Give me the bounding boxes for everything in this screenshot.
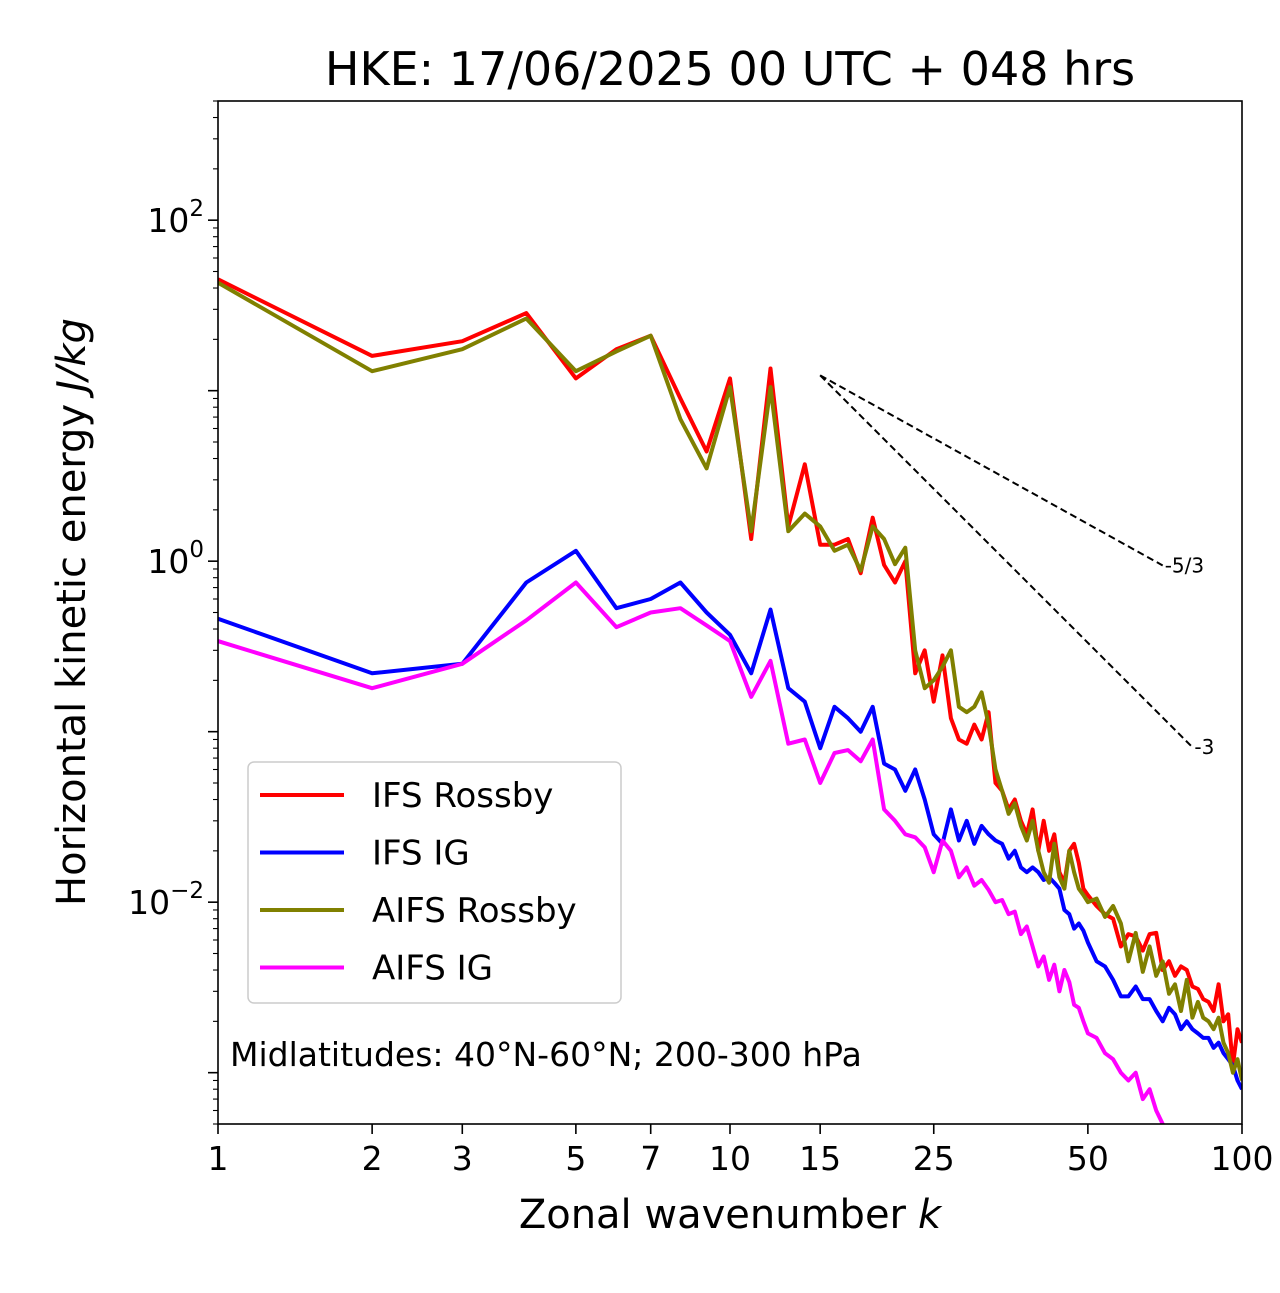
plot-frame bbox=[217, 100, 1243, 1125]
y-tick-label: 102 bbox=[147, 196, 204, 240]
x-tick-label: 15 bbox=[799, 1139, 841, 1178]
x-tick-label: 1 bbox=[208, 1139, 229, 1178]
x-axis-label-var: k bbox=[918, 1192, 943, 1238]
series-line-aifs-ig bbox=[218, 580, 1165, 1124]
region-annotation: Midlatitudes: 40°N-60°N; 200-300 hPa bbox=[230, 1035, 862, 1074]
x-tick-label: 3 bbox=[452, 1139, 473, 1178]
legend-label: AIFS IG bbox=[372, 949, 493, 989]
legend: IFS Rossby IFS IG AIFS Rossby AIFS IG bbox=[247, 761, 622, 1004]
axes: 1 2 3 5 7 10 15 25 50 100 10−2 100 102 bbox=[128, 100, 1274, 1178]
y-axis-label: Horizontal kinetic energy J/kg bbox=[49, 318, 95, 906]
reference-lines: -5/3 -3 bbox=[819, 374, 1214, 759]
x-tick-label: 10 bbox=[709, 1139, 751, 1178]
y-tick-label: 100 bbox=[147, 537, 204, 581]
x-axis-label-text: Zonal wavenumber bbox=[519, 1192, 907, 1238]
chart-title: HKE: 17/06/2025 00 UTC + 048 hrs bbox=[325, 42, 1135, 96]
x-axis-label: Zonal wavenumber k bbox=[519, 1192, 943, 1238]
reference-line-label-2: -3 bbox=[1194, 735, 1214, 759]
series-line-ifs-ig bbox=[218, 548, 1242, 1091]
y-axis-label-units: J/kg bbox=[49, 318, 95, 399]
reference-line-label-1: -5/3 bbox=[1165, 553, 1204, 577]
y-tick-label: 10−2 bbox=[128, 878, 204, 922]
legend-box bbox=[247, 761, 622, 1004]
x-tick-label: 7 bbox=[640, 1139, 661, 1178]
legend-label: AIFS Rossby bbox=[372, 891, 577, 931]
series-layer bbox=[218, 277, 1242, 1124]
x-tick-label: 5 bbox=[565, 1139, 586, 1178]
legend-label: IFS IG bbox=[372, 834, 470, 874]
x-tick-label: 25 bbox=[913, 1139, 955, 1178]
x-tick-label: 50 bbox=[1067, 1139, 1109, 1178]
x-tick-label: 100 bbox=[1211, 1139, 1274, 1178]
legend-label: IFS Rossby bbox=[372, 776, 553, 816]
y-axis-label-text: Horizontal kinetic energy bbox=[49, 404, 95, 906]
reference-line-2 bbox=[819, 374, 1194, 748]
x-tick-label: 2 bbox=[362, 1139, 383, 1178]
series-line-aifs-rossby bbox=[218, 280, 1242, 1081]
